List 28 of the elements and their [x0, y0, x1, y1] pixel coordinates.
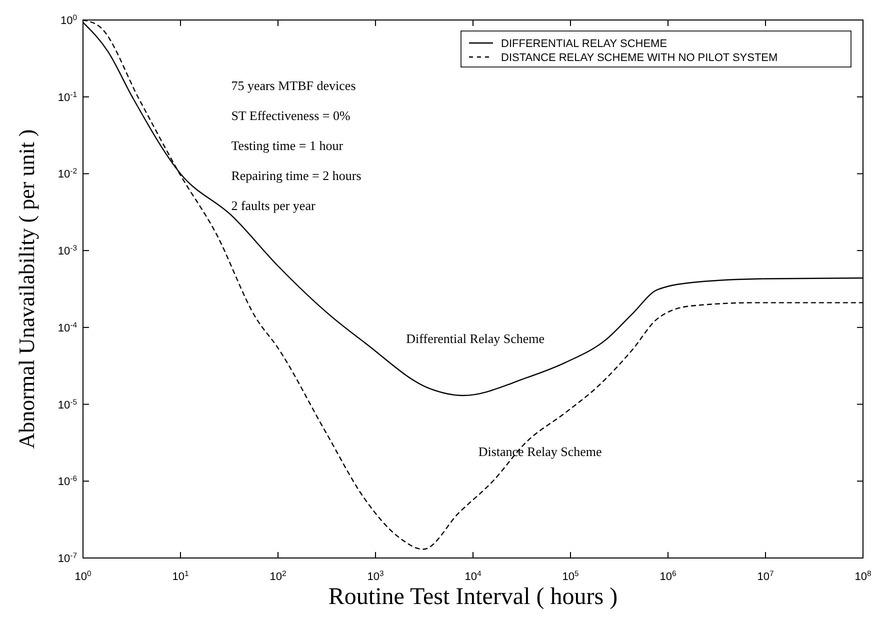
x-tick-label: 10$^{7}$	[757, 568, 774, 583]
annotation: Repairing time = 2 hours	[231, 168, 362, 183]
y-tick-label: 10$^{-7}$	[58, 550, 77, 565]
x-tick-label: 10$^{1}$	[172, 568, 189, 583]
annotation: Testing time = 1 hour	[231, 138, 344, 153]
annotation: 2 faults per year	[231, 198, 316, 213]
x-tick-label: 10$^{6}$	[660, 568, 676, 583]
x-tick-label: 10$^{3}$	[367, 568, 384, 583]
annotation: Differential Relay Scheme	[406, 330, 545, 346]
legend-label: DISTANCE RELAY SCHEME WITH NO PILOT SYSTEM	[501, 52, 778, 64]
y-tick-label: 10$^{-4}$	[58, 320, 78, 334]
annotation: 75 years MTBF devices	[231, 78, 356, 93]
x-tick-label: 10$^{4}$	[464, 568, 482, 583]
y-tick-label: 10$^{-6}$	[58, 474, 77, 488]
annotation: Distance Relay Scheme	[478, 444, 602, 459]
legend-label: DIFFERENTIAL RELAY SCHEME	[501, 38, 668, 50]
y-tick-label: 10$^{-5}$	[58, 396, 77, 412]
annotation: ST Effectiveness = 0%	[231, 108, 351, 123]
y-tick-label: 10$^{-1}$	[58, 89, 77, 104]
y-tick-label: 10$^{-2}$	[58, 166, 77, 181]
x-tick-label: 10$^{0}$	[74, 568, 92, 583]
y-tick-label: 10$^{0}$	[60, 12, 77, 27]
x-tick-label: 10$^{8}$	[854, 568, 872, 583]
x-tick-label: 10$^{5}$	[562, 568, 579, 583]
y-tick-label: 10$^{-3}$	[58, 243, 77, 258]
y-axis-title: Abnormal Unavailability ( per unit )	[14, 129, 39, 449]
x-tick-label: 10$^{2}$	[270, 568, 286, 583]
x-axis-title: Routine Test Interval ( hours )	[328, 584, 618, 610]
